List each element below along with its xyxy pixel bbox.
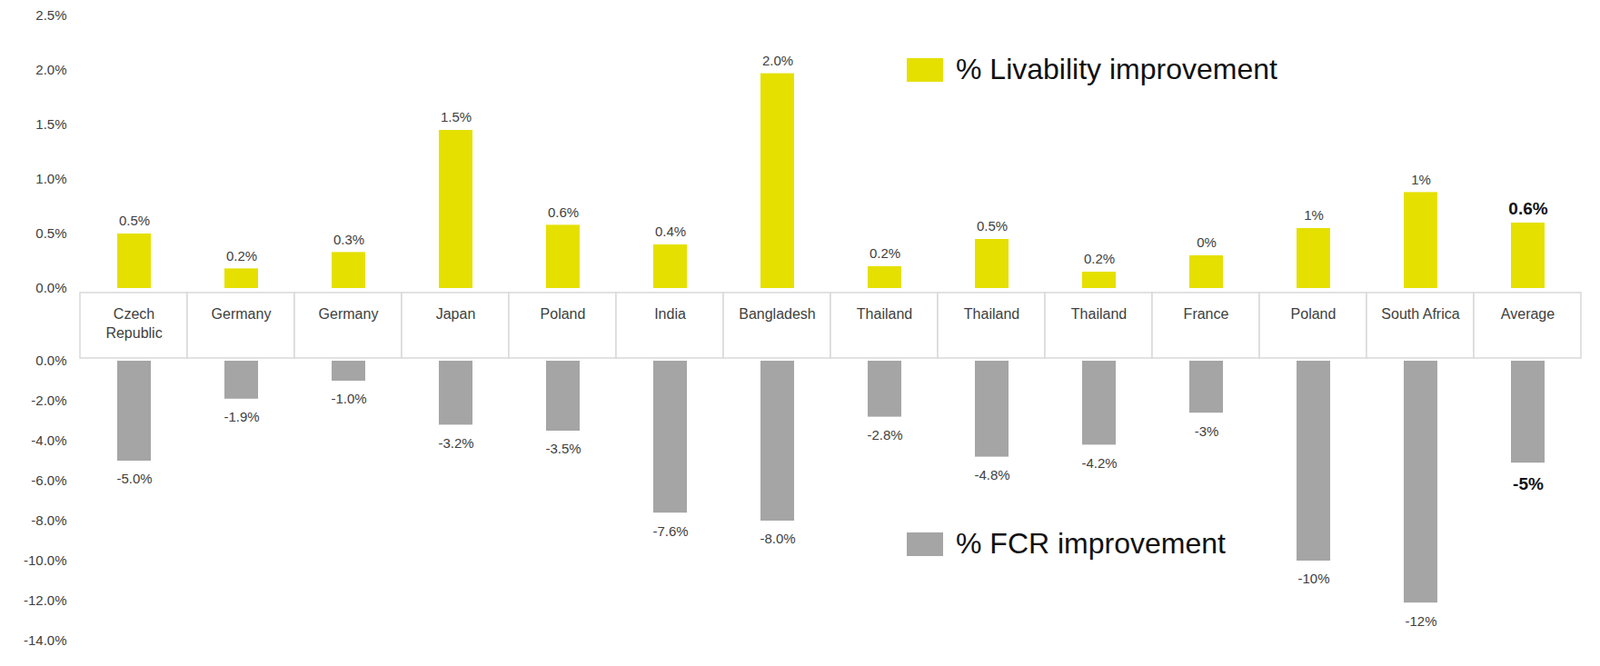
svg-text:Bangladesh: Bangladesh <box>738 306 816 322</box>
svg-text:Poland: Poland <box>540 306 587 322</box>
svg-text:-10.0%: -10.0% <box>23 552 68 568</box>
svg-text:-3%: -3% <box>1194 423 1220 439</box>
svg-text:2.5%: 2.5% <box>35 7 67 23</box>
svg-text:India: India <box>654 306 686 322</box>
svg-text:0.6%: 0.6% <box>547 204 579 220</box>
svg-text:-3.2%: -3.2% <box>437 435 474 451</box>
svg-text:-8.0%: -8.0% <box>30 512 67 528</box>
svg-text:0.3%: 0.3% <box>333 231 365 248</box>
svg-text:-12%: -12% <box>1404 613 1437 629</box>
svg-text:0.0%: 0.0% <box>35 279 67 296</box>
svg-text:-1.0%: -1.0% <box>330 390 367 407</box>
html-text:% Livability improvement: % Livability improvement <box>955 52 1278 86</box>
svg-text:1.5%: 1.5% <box>440 109 472 125</box>
svg-text:-4.0%: -4.0% <box>30 432 67 448</box>
svg-text:Thailand: Thailand <box>963 306 1020 322</box>
svg-text:0%: 0% <box>1196 234 1217 250</box>
svg-text:-4.8%: -4.8% <box>973 467 1010 483</box>
svg-text:-5.0%: -5.0% <box>116 470 152 487</box>
svg-text:Average: Average <box>1500 306 1555 322</box>
svg-text:1.5%: 1.5% <box>35 116 67 132</box>
svg-text:1%: 1% <box>1303 207 1324 223</box>
svg-text:Thailand: Thailand <box>1071 306 1127 322</box>
svg-text:France: France <box>1183 306 1230 322</box>
svg-text:0.5%: 0.5% <box>976 218 1008 234</box>
svg-text:0.2%: 0.2% <box>1083 250 1115 267</box>
svg-text:-12.0%: -12.0% <box>23 592 68 608</box>
svg-text:1.0%: 1.0% <box>35 170 67 187</box>
svg-text:Germany: Germany <box>211 306 272 322</box>
svg-text:0.2%: 0.2% <box>869 245 901 261</box>
svg-text:-14.0%: -14.0% <box>23 632 68 648</box>
svg-text:2.0%: 2.0% <box>762 52 794 69</box>
svg-text:-8.0%: -8.0% <box>759 530 796 547</box>
svg-text:2.0%: 2.0% <box>35 61 67 78</box>
svg-text:0.2%: 0.2% <box>226 248 258 264</box>
svg-text:Japan: Japan <box>436 306 477 322</box>
svg-text:-4.2%: -4.2% <box>1081 455 1117 471</box>
svg-text:-10%: -10% <box>1297 570 1330 587</box>
svg-text:Poland: Poland <box>1291 306 1337 322</box>
svg-text:South Africa: South Africa <box>1381 306 1460 322</box>
svg-text:-6.0%: -6.0% <box>30 472 67 488</box>
svg-text:0.5%: 0.5% <box>35 225 67 241</box>
svg-text:0.0%: 0.0% <box>35 352 67 368</box>
svg-text:0.5%: 0.5% <box>119 212 150 229</box>
svg-text:0.4%: 0.4% <box>655 223 686 239</box>
svg-text:-5%: -5% <box>1512 474 1544 494</box>
svg-text:-1.9%: -1.9% <box>223 408 259 425</box>
svg-text:-2.0%: -2.0% <box>30 392 67 408</box>
svg-text:-7.6%: -7.6% <box>652 523 688 539</box>
svg-text:Thailand: Thailand <box>856 306 913 322</box>
svg-text:1%: 1% <box>1411 171 1432 188</box>
html-text:% FCR improvement: % FCR improvement <box>955 526 1226 560</box>
svg-text:-2.8%: -2.8% <box>866 427 903 443</box>
svg-text:0.6%: 0.6% <box>1508 198 1548 219</box>
svg-text:-3.5%: -3.5% <box>545 440 581 457</box>
svg-text:Germany: Germany <box>318 306 379 322</box>
svg-text:CzechRepublic: CzechRepublic <box>105 306 162 341</box>
